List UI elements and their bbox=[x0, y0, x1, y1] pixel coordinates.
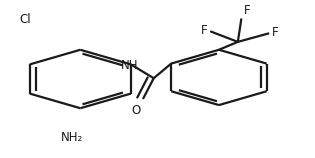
Text: O: O bbox=[131, 104, 141, 117]
Text: F: F bbox=[201, 24, 207, 36]
Text: NH: NH bbox=[121, 59, 139, 72]
Text: F: F bbox=[272, 26, 278, 39]
Text: F: F bbox=[244, 4, 251, 17]
Text: NH₂: NH₂ bbox=[61, 131, 83, 144]
Text: Cl: Cl bbox=[20, 13, 31, 26]
